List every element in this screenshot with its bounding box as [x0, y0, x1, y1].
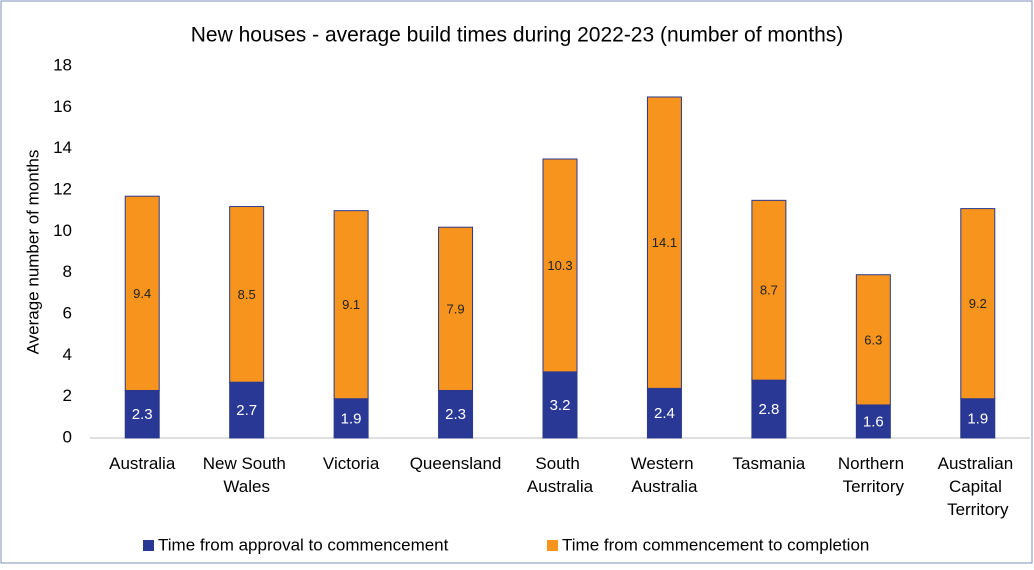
data-label: 9.4 — [133, 286, 151, 301]
y-axis-label: Average number of months — [23, 150, 42, 355]
y-tick-label: 12 — [53, 179, 72, 198]
y-tick-label: 10 — [53, 221, 72, 240]
bar-segment — [229, 206, 265, 383]
data-label: 7.9 — [447, 301, 465, 316]
legend-label: Time from commencement to completion — [562, 535, 869, 554]
bar-segment — [438, 389, 474, 439]
bar-segment — [438, 226, 474, 391]
bar-segment — [542, 158, 578, 373]
y-tick-label: 2 — [63, 386, 72, 405]
x-tick-label: Queensland — [410, 454, 502, 473]
y-tick-label: 0 — [63, 427, 72, 446]
bar-segment — [855, 274, 891, 406]
bar-segment — [646, 96, 682, 389]
data-label: 9.2 — [969, 296, 987, 311]
x-tick-label: Northern Territory — [838, 454, 909, 496]
legend-swatch — [143, 540, 154, 551]
x-tick-label: Australia — [109, 454, 176, 473]
data-label: 2.7 — [236, 402, 257, 419]
chart-title: New houses - average build times during … — [191, 24, 844, 47]
data-label: 10.3 — [547, 258, 572, 273]
bar-segment — [333, 398, 369, 439]
y-tick-label: 4 — [63, 345, 72, 364]
bar-segment — [124, 389, 160, 439]
x-tick-label: Victoria — [323, 454, 380, 473]
x-tick-label: Australian Capital Territory — [938, 454, 1018, 519]
data-label: 6.3 — [864, 332, 882, 347]
data-label: 2.3 — [132, 406, 153, 423]
y-tick-label: 6 — [63, 303, 72, 322]
bar-segment — [855, 404, 891, 439]
data-label: 9.1 — [342, 297, 360, 312]
data-label: 8.5 — [238, 287, 256, 302]
bar-segment — [124, 195, 160, 391]
y-tick-label: 14 — [53, 138, 72, 157]
data-label: 2.4 — [654, 405, 675, 422]
bar-segment — [751, 199, 787, 381]
data-label: 14.1 — [652, 235, 677, 250]
data-label: 1.6 — [863, 413, 884, 430]
bar-segment — [646, 387, 682, 439]
legend-label: Time from approval to commencement — [158, 535, 449, 554]
data-label: 1.9 — [967, 410, 988, 427]
bar-segment — [229, 381, 265, 439]
legend-swatch — [547, 540, 558, 551]
bar-segment — [960, 208, 996, 400]
data-label: 2.8 — [758, 401, 779, 418]
y-tick-label: 8 — [63, 262, 72, 281]
data-label: 3.2 — [550, 397, 571, 414]
x-tick-label: New South Wales — [203, 454, 291, 496]
data-label: 2.3 — [445, 406, 466, 423]
data-label: 8.7 — [760, 283, 778, 298]
bar-segment — [333, 210, 369, 400]
x-tick-label: Western Australia — [631, 454, 699, 496]
y-tick-label: 16 — [53, 97, 72, 116]
x-tick-label: South Australia — [527, 454, 594, 496]
x-tick-label: Tasmania — [733, 454, 806, 473]
y-tick-label: 18 — [53, 55, 72, 74]
data-label: 1.9 — [341, 410, 362, 427]
bar-segment — [542, 371, 578, 439]
